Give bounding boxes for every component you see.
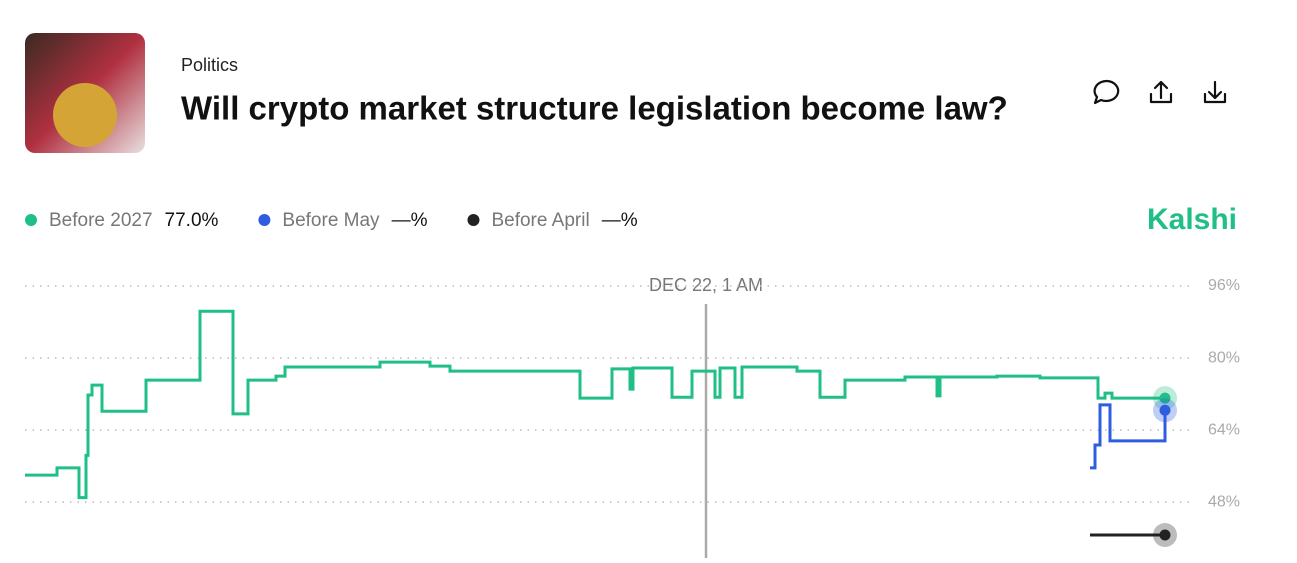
legend-dot bbox=[467, 214, 480, 226]
y-tick-label: 64% bbox=[1208, 421, 1240, 438]
legend-value: —% bbox=[602, 210, 638, 231]
legend-dot bbox=[258, 214, 271, 226]
y-tick-label: 96% bbox=[1208, 277, 1240, 294]
legend-name: Before April bbox=[491, 210, 589, 231]
legend-dot bbox=[25, 214, 37, 226]
series-line bbox=[1090, 403, 1167, 470]
end-dot bbox=[1159, 529, 1171, 541]
coin bbox=[53, 83, 117, 147]
brand-logo: Kalshi bbox=[1147, 203, 1237, 236]
y-tick-label: 80% bbox=[1208, 349, 1240, 366]
end-dot bbox=[1159, 392, 1171, 404]
end-dot bbox=[1159, 404, 1171, 416]
category: Politics bbox=[181, 55, 238, 75]
share-icon[interactable] bbox=[1149, 80, 1173, 104]
legend-name: Before May bbox=[282, 210, 380, 231]
hover-label: DEC 22, 1 AM bbox=[649, 275, 763, 295]
download-icon[interactable] bbox=[1203, 80, 1227, 104]
legend-value: 77.0% bbox=[165, 210, 219, 231]
legend-value: —% bbox=[392, 210, 428, 231]
comment-icon[interactable] bbox=[1093, 79, 1120, 105]
title: Will crypto market structure legislation… bbox=[181, 90, 1008, 127]
legend-name: Before 2027 bbox=[49, 210, 153, 231]
series-line bbox=[25, 309, 1165, 500]
y-tick-label: 48% bbox=[1208, 493, 1240, 510]
